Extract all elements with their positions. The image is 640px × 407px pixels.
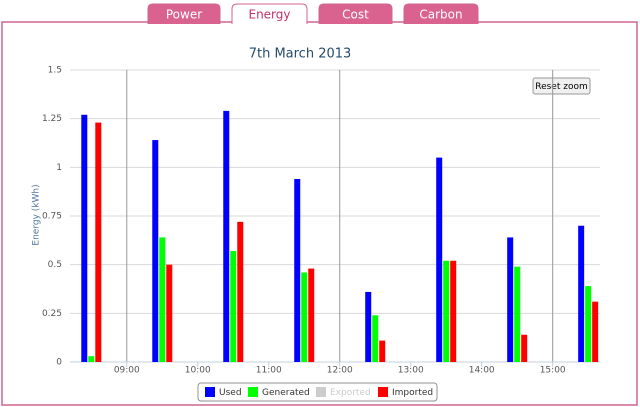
chart-title: 7th March 2013	[249, 47, 352, 62]
x-tick-label: 11:00	[256, 366, 282, 376]
bar	[372, 315, 379, 362]
tab-label[interactable]: Cost	[342, 8, 369, 22]
y-tick-label: 0.25	[42, 309, 62, 319]
bar	[365, 291, 372, 362]
x-tick-label: 13:00	[398, 366, 424, 376]
y-tick-label: 0.5	[48, 260, 62, 270]
bar	[443, 260, 450, 362]
y-tick-label: 1.5	[48, 66, 62, 76]
legend-swatch[interactable]	[316, 387, 326, 397]
bar	[379, 340, 386, 362]
bar	[585, 286, 592, 362]
frame	[1, 21, 638, 406]
x-tick-label: 15:00	[540, 366, 566, 376]
x-tick-label: 09:00	[114, 366, 140, 376]
y-axis-label: Energy (kWh)	[32, 184, 42, 245]
bar	[159, 237, 166, 362]
bar	[521, 334, 528, 362]
bar	[223, 110, 230, 362]
x-tick-label: 12:00	[327, 366, 353, 376]
legend-swatch[interactable]	[205, 387, 215, 397]
reset-zoom-button[interactable]	[532, 77, 591, 95]
legend-label[interactable]: Generated	[262, 388, 310, 398]
tab-label[interactable]: Energy	[248, 8, 290, 22]
bar	[507, 237, 514, 362]
x-tick-label: 14:00	[469, 366, 495, 376]
bar	[237, 221, 244, 362]
reset-zoom-label[interactable]: Reset zoom	[535, 82, 588, 92]
bar	[308, 268, 315, 362]
tab-label[interactable]: Power	[166, 8, 202, 22]
x-tick-label: 10:00	[185, 366, 211, 376]
y-tick-label: 0	[56, 358, 62, 368]
bar	[294, 179, 301, 362]
bar	[88, 356, 95, 362]
tab[interactable]	[231, 3, 308, 24]
y-tick-label: 1	[56, 163, 62, 173]
bar	[578, 225, 585, 362]
tab-label[interactable]: Carbon	[419, 8, 462, 22]
bar	[152, 140, 159, 362]
legend-swatch[interactable]	[248, 387, 258, 397]
bar	[514, 266, 521, 362]
tab[interactable]	[318, 3, 393, 24]
bar	[95, 122, 102, 362]
bar	[81, 114, 88, 362]
tab[interactable]	[403, 3, 479, 24]
bar	[592, 301, 599, 362]
bar	[230, 251, 237, 362]
y-tick-label: 0.75	[42, 212, 62, 222]
legend-label[interactable]: Exported	[330, 388, 371, 398]
y-tick-label: 1.25	[42, 114, 62, 124]
bar	[450, 260, 457, 362]
tab[interactable]	[147, 3, 221, 24]
legend-swatch[interactable]	[378, 387, 388, 397]
bar	[301, 272, 308, 362]
bar	[166, 264, 173, 362]
bar	[436, 157, 443, 362]
legend-label[interactable]: Imported	[392, 388, 433, 398]
legend-label[interactable]: Used	[219, 388, 242, 398]
